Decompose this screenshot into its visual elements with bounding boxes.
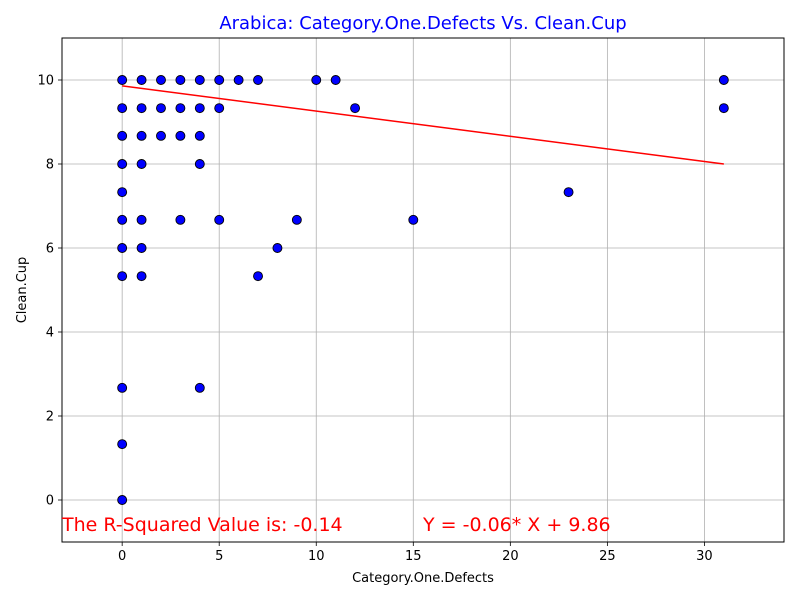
equation-annotation: Y = -0.06* X + 9.86 (422, 514, 611, 536)
data-point (563, 187, 574, 198)
y-tick-label: 4 (46, 326, 54, 341)
data-point (175, 75, 186, 85)
data-point (253, 271, 263, 282)
x-tick-label: 10 (308, 549, 325, 564)
data-point (117, 75, 128, 85)
data-point (311, 75, 322, 85)
data-point (136, 214, 147, 225)
data-point (253, 75, 263, 85)
x-tick-label: 20 (502, 549, 519, 564)
chart-title: Arabica: Category.One.Defects Vs. Clean.… (219, 13, 626, 34)
data-point (214, 214, 225, 225)
y-axis-label: Clean.Cup (15, 257, 30, 324)
data-point (156, 130, 166, 141)
y-tick-label: 6 (46, 242, 54, 257)
data-point (136, 159, 147, 169)
data-point (718, 75, 729, 85)
data-point (156, 75, 166, 85)
data-point (175, 130, 186, 141)
x-tick-label: 15 (405, 549, 422, 564)
annotations: The R-Squared Value is: -0.14 Y = -0.06* … (61, 514, 611, 536)
data-point (194, 159, 205, 169)
data-point (291, 214, 302, 225)
data-point (117, 271, 128, 282)
plot-area-frame (61, 37, 785, 543)
data-point (117, 243, 128, 253)
data-point (272, 243, 283, 253)
regression-line-group (122, 85, 724, 165)
x-tick-label: 25 (599, 549, 616, 564)
data-point (136, 271, 147, 282)
data-point (194, 382, 205, 393)
data-point (718, 103, 729, 114)
grid-lines (62, 38, 784, 542)
y-tick-label: 8 (46, 158, 54, 173)
data-point (194, 130, 205, 141)
data-point (330, 75, 341, 85)
data-point (136, 130, 147, 141)
data-point (136, 243, 147, 253)
x-tick-label: 0 (118, 549, 126, 564)
r-squared-annotation: The R-Squared Value is: -0.14 (61, 514, 343, 536)
data-point (175, 103, 186, 114)
y-axis-ticks: 0 2 4 6 8 10 (37, 74, 62, 509)
data-point (233, 75, 244, 85)
data-point (136, 75, 147, 85)
data-point (136, 103, 147, 114)
x-tick-label: 30 (696, 549, 713, 564)
data-point (194, 75, 205, 85)
data-point (117, 495, 128, 505)
data-point (117, 187, 128, 198)
data-point (117, 214, 128, 225)
y-tick-label: 0 (46, 494, 54, 509)
data-point (117, 159, 128, 169)
y-tick-label: 10 (37, 74, 54, 89)
data-point (408, 214, 419, 225)
data-point (117, 439, 128, 450)
data-point (156, 103, 166, 114)
x-axis-label: Category.One.Defects (352, 571, 494, 586)
data-points (117, 75, 729, 505)
data-point (350, 103, 361, 114)
data-point (117, 382, 128, 393)
data-point (214, 103, 225, 114)
data-point (214, 75, 225, 85)
y-tick-label: 2 (46, 410, 54, 425)
data-point (117, 103, 128, 114)
regression-line (122, 85, 724, 165)
data-point (194, 103, 205, 114)
x-tick-label: 5 (215, 549, 223, 564)
data-point (117, 130, 128, 141)
data-point (175, 214, 186, 225)
x-axis-ticks: 0 5 10 15 20 25 30 (118, 542, 713, 564)
